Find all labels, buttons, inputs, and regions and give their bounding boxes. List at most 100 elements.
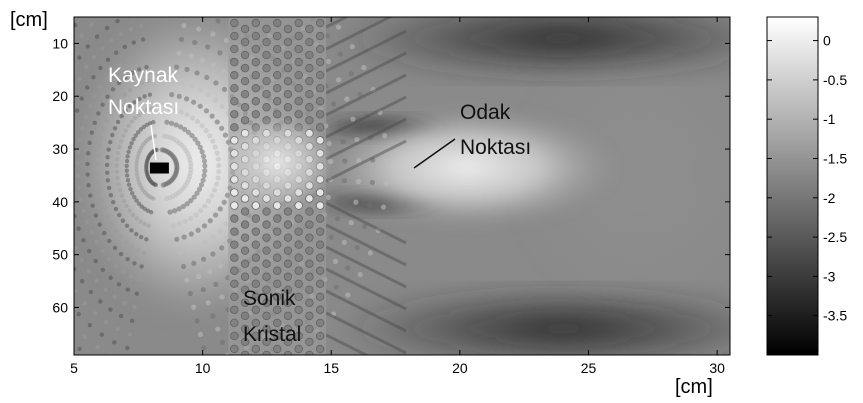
wave-ripple [221, 68, 227, 74]
crystal-scatterer [251, 266, 260, 275]
wave-ripple [361, 64, 367, 71]
wave-ripple [223, 37, 230, 43]
crystal-scatterer [230, 57, 239, 67]
wave-ripple-back [96, 144, 102, 149]
crystal-scatterer [283, 285, 293, 294]
wave-ripple [210, 31, 216, 37]
wave-ripple-back [134, 216, 139, 221]
crystal-scatterer [240, 285, 250, 294]
crystal-scatterer [283, 50, 293, 60]
scatter-streak [325, 289, 407, 333]
crystal-scatterer [315, 266, 325, 275]
wave-ripple [197, 87, 203, 93]
wave-ripple [333, 284, 339, 290]
crystal-scatterer [294, 344, 303, 354]
crystal-scatterer [294, 279, 303, 288]
crystal-scatterer [305, 246, 314, 255]
wave-ripple [194, 70, 200, 76]
crystal-scatterer [315, 318, 325, 328]
wave-ripple-back [130, 212, 136, 217]
wave-ripple-back [79, 96, 84, 101]
crystal-scatterer [230, 214, 239, 223]
wave-ripple-back [153, 182, 159, 188]
wave-ripple [330, 311, 337, 317]
wave-ripple [210, 138, 216, 144]
wave-ripple-back [149, 106, 154, 111]
crystal-scatterer [240, 116, 250, 125]
scatter-streak [325, 29, 407, 73]
wave-ripple-back [79, 278, 85, 284]
wave-ripple [342, 158, 348, 164]
crystal-scatterer [305, 50, 314, 60]
x-tick-label: 30 [709, 360, 725, 376]
crystal-scatterer [283, 37, 293, 47]
wave-ripple-back [134, 291, 140, 296]
wave-ripple-back [105, 57, 111, 62]
wave-ripple [369, 179, 375, 186]
wave-ripple-back [105, 155, 110, 160]
colorbar-tick-label: -0.5 [823, 72, 847, 88]
wave-ripple [188, 231, 194, 237]
wave-ripple-back [90, 203, 95, 208]
wave-ripple-back [145, 107, 150, 113]
crystal-scatterer [315, 57, 325, 67]
wave-ripple-back [100, 267, 106, 273]
wave-ripple [219, 125, 225, 131]
crystal-scatterer [315, 110, 325, 119]
crystal-scatterer [251, 18, 260, 28]
crystal-scatterer [262, 24, 271, 34]
crystal-scatterer [305, 37, 314, 47]
crystal-transmission-glow [222, 117, 333, 208]
wave-ripple [355, 178, 362, 185]
wave-ripple [168, 120, 175, 126]
crystal-scatterer [315, 44, 325, 54]
wave-ripple-back [124, 168, 129, 173]
wave-ripple [320, 7, 325, 12]
wave-ripple [354, 137, 360, 143]
wave-ripple-back [128, 186, 133, 192]
colorbar-tick-label: -1 [823, 111, 836, 127]
wave-ripple [197, 208, 204, 214]
wave-ripple-back [119, 193, 125, 198]
wave-ripple-back [139, 264, 144, 269]
wave-ripple [214, 150, 220, 156]
wave-ripple [176, 206, 182, 212]
wave-ripple [216, 169, 222, 175]
wave-ripple-back [129, 70, 135, 76]
wave-ripple [325, 194, 331, 200]
crystal-scatterer [262, 63, 271, 73]
crystal-scatterer [262, 103, 271, 112]
wave-ripple [207, 218, 213, 224]
source-annotation: Kaynak Noktası [108, 64, 179, 161]
wave-ripple-back [136, 112, 142, 117]
wave-ripple [184, 201, 190, 207]
wave-ripple [195, 140, 201, 146]
crystal-scatterer [262, 220, 271, 229]
wave-ripple-back [95, 153, 101, 158]
crystal-scatterer [294, 44, 303, 54]
wave-ripple-back [78, 0, 82, 4]
wave-ripple [207, 133, 213, 139]
crystal-scatterer [305, 24, 314, 34]
wave-ripple-back [129, 191, 135, 196]
wave-ripple-back [84, 11, 88, 15]
colorbar-tick-label: -1.5 [823, 150, 847, 166]
wave-ripple [202, 163, 208, 169]
crystal-scatterer [230, 123, 239, 132]
wave-ripple [201, 345, 207, 351]
wave-ripple [221, 5, 226, 10]
wave-ripple [188, 198, 194, 204]
wave-ripple-back [85, 44, 91, 49]
crystal-scatterer [230, 83, 239, 93]
wave-ripple-back [125, 177, 131, 183]
crystal-label-line1: Sonik [243, 287, 296, 310]
crystal-scatterer [294, 266, 303, 275]
wave-ripple-back [131, 136, 136, 142]
wave-ripple [215, 156, 221, 162]
source-pointer-line [150, 124, 157, 161]
colorbar [766, 16, 819, 356]
wave-ripple-back [121, 198, 127, 204]
wave-ripple-back [91, 358, 95, 362]
wave-ripple [181, 23, 187, 29]
